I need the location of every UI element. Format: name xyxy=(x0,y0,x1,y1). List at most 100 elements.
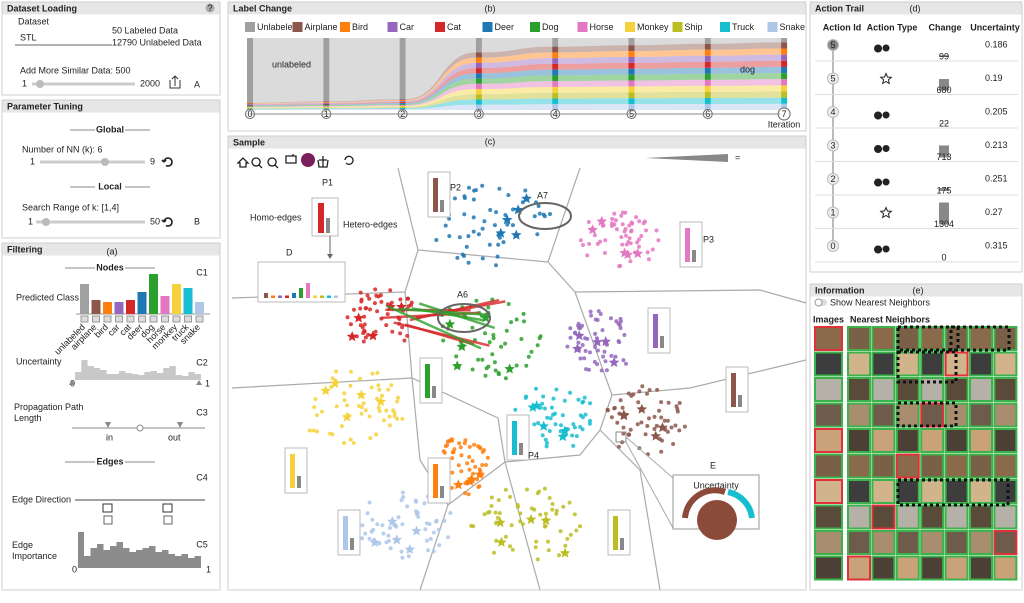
sample-point[interactable] xyxy=(571,422,575,426)
sample-point[interactable] xyxy=(559,529,563,533)
sample-point[interactable] xyxy=(368,415,372,419)
thumbnail[interactable] xyxy=(897,455,919,478)
sample-point[interactable] xyxy=(538,513,542,517)
sample-point[interactable] xyxy=(443,451,447,455)
sample-point[interactable] xyxy=(627,392,631,396)
thumbnail[interactable] xyxy=(848,353,870,376)
sample-point[interactable] xyxy=(589,314,593,318)
sample-point[interactable] xyxy=(397,515,401,519)
thumbnail[interactable] xyxy=(897,404,919,427)
sample-point[interactable] xyxy=(504,488,508,492)
sample-point[interactable] xyxy=(614,218,618,222)
sample-point[interactable] xyxy=(659,400,663,404)
sample-point[interactable] xyxy=(483,331,487,335)
thumbnail[interactable] xyxy=(970,353,992,376)
sample-point[interactable] xyxy=(335,404,339,408)
sample-point[interactable] xyxy=(648,388,652,392)
sample-point[interactable] xyxy=(587,242,591,246)
sample-point[interactable] xyxy=(375,309,379,313)
sample-point[interactable] xyxy=(660,439,664,443)
toolbar-active[interactable] xyxy=(301,153,315,167)
sample-point[interactable] xyxy=(400,550,404,554)
sample-point[interactable] xyxy=(554,422,558,426)
sample-point[interactable] xyxy=(568,326,572,330)
sample-point[interactable] xyxy=(644,432,648,436)
sample-point[interactable] xyxy=(367,297,371,301)
sample-point[interactable] xyxy=(492,551,496,555)
thumbnail[interactable] xyxy=(946,557,968,580)
sample-point[interactable] xyxy=(637,389,641,393)
sample-point[interactable] xyxy=(530,350,534,354)
sample-point[interactable] xyxy=(477,232,481,236)
sample-point[interactable] xyxy=(597,309,601,313)
sample-point[interactable] xyxy=(308,429,312,433)
sample-point[interactable] xyxy=(522,319,526,323)
sample-point[interactable] xyxy=(508,544,512,548)
sample-point[interactable] xyxy=(543,407,547,411)
sample-point[interactable] xyxy=(508,495,512,499)
sample-point[interactable] xyxy=(510,523,514,527)
sample-point[interactable] xyxy=(370,518,374,522)
class-checkbox[interactable] xyxy=(162,316,169,322)
thumbnail[interactable] xyxy=(921,455,943,478)
sample-point[interactable] xyxy=(346,315,350,319)
sample-point[interactable] xyxy=(361,325,365,329)
sample-point[interactable] xyxy=(349,438,353,442)
sample-point[interactable] xyxy=(465,245,469,249)
sample-point[interactable] xyxy=(577,398,581,402)
sample-point[interactable] xyxy=(596,242,600,246)
sample-point[interactable] xyxy=(478,446,482,450)
sample-point[interactable] xyxy=(467,186,471,190)
sample-point[interactable] xyxy=(593,233,597,237)
sample-point[interactable] xyxy=(486,306,490,310)
thumbnail[interactable] xyxy=(921,353,943,376)
sample-point[interactable] xyxy=(473,465,477,469)
thumbnail[interactable] xyxy=(994,480,1016,503)
sample-point[interactable] xyxy=(525,488,529,492)
sample-point[interactable] xyxy=(497,187,501,191)
sample-point[interactable] xyxy=(425,539,429,543)
sample-point[interactable] xyxy=(610,415,614,419)
thumbnail[interactable] xyxy=(848,557,870,580)
sample-point[interactable] xyxy=(348,384,352,388)
sample-point[interactable] xyxy=(659,416,663,420)
legend-swatch[interactable] xyxy=(578,22,588,32)
thumbnail[interactable] xyxy=(872,455,894,478)
sample-point[interactable] xyxy=(540,402,544,406)
sample-point[interactable] xyxy=(581,415,585,419)
sample-point[interactable] xyxy=(483,512,487,516)
sample-point[interactable] xyxy=(589,310,593,314)
sample-point[interactable] xyxy=(656,238,660,242)
sample-point[interactable] xyxy=(395,417,399,421)
sample-point[interactable] xyxy=(435,519,439,523)
thumbnail[interactable] xyxy=(872,404,894,427)
legend-swatch[interactable] xyxy=(720,22,730,32)
thumbnail[interactable] xyxy=(921,531,943,554)
sample-point[interactable] xyxy=(533,214,537,218)
sample-point[interactable] xyxy=(492,336,496,340)
thumbnail[interactable] xyxy=(921,480,943,503)
sample-point[interactable] xyxy=(463,194,467,198)
sample-point[interactable] xyxy=(370,372,374,376)
sample-point[interactable] xyxy=(315,413,319,417)
sample-point[interactable] xyxy=(484,374,488,378)
sample-point[interactable] xyxy=(457,441,461,445)
sample-point[interactable] xyxy=(480,184,484,188)
sample-point[interactable] xyxy=(576,341,580,345)
sample-point[interactable] xyxy=(538,212,542,216)
sample-point[interactable] xyxy=(543,487,547,491)
sample-point[interactable] xyxy=(523,189,527,193)
sample-point[interactable] xyxy=(437,543,441,547)
sample-point[interactable] xyxy=(548,212,552,216)
sample-point[interactable] xyxy=(532,508,536,512)
sample-point[interactable] xyxy=(446,535,450,539)
sample-point[interactable] xyxy=(493,223,497,227)
thumbnail[interactable] xyxy=(815,378,842,401)
sample-point[interactable] xyxy=(375,371,379,375)
sample-point[interactable] xyxy=(542,213,546,217)
sample-point[interactable] xyxy=(616,322,620,326)
sample-point[interactable] xyxy=(459,469,463,473)
sample-point[interactable] xyxy=(472,189,476,193)
class-checkbox[interactable] xyxy=(93,316,100,322)
sample-point[interactable] xyxy=(568,391,572,395)
